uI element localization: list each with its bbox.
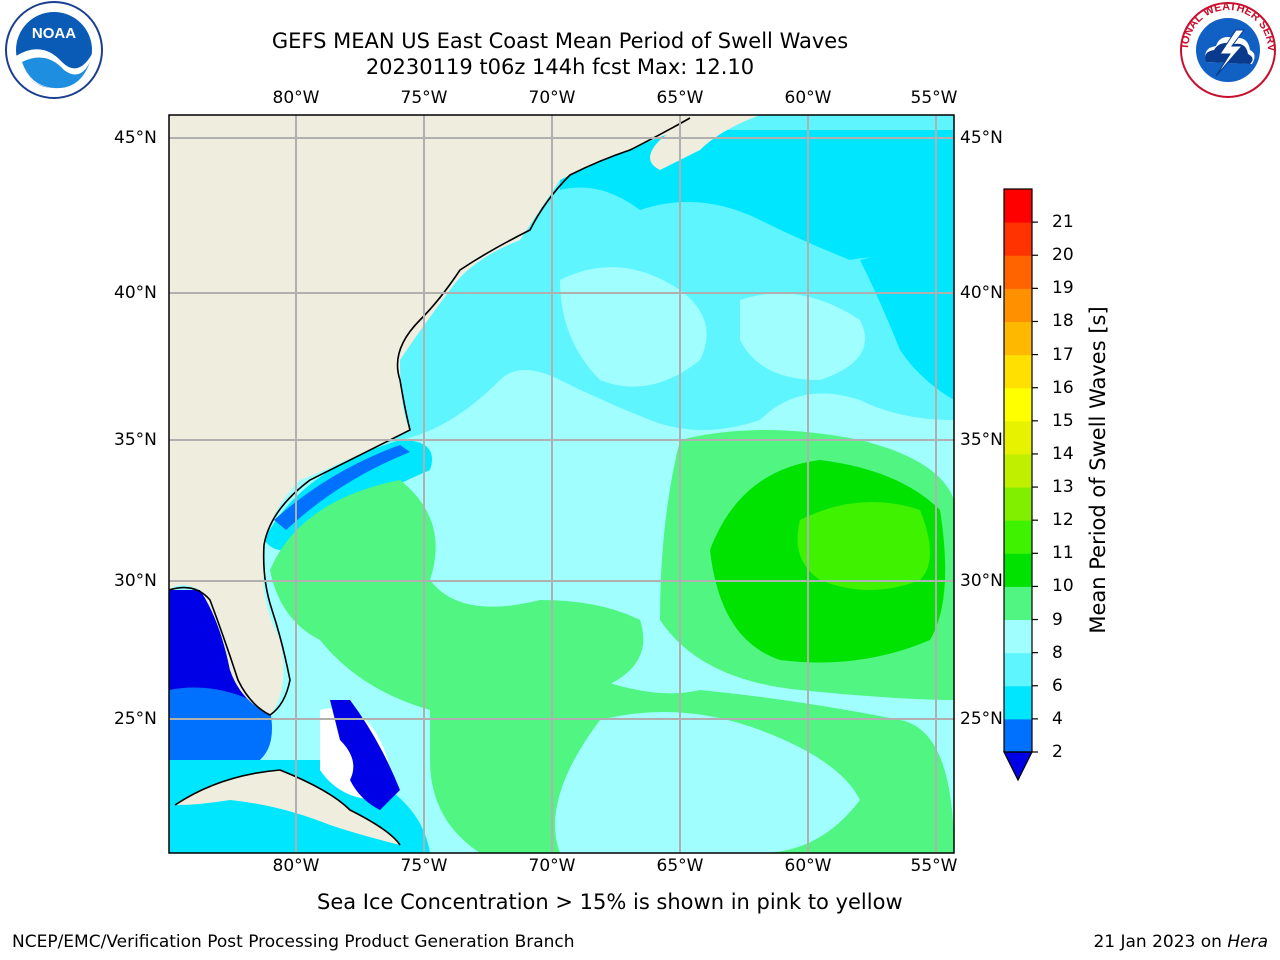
colorbar-segment <box>1004 619 1032 654</box>
land-canada <box>650 115 760 170</box>
colorbar-tick-label: 11 <box>1052 543 1074 564</box>
colorbar-tick-label: 2 <box>1052 742 1063 762</box>
colorbar-tick-label: 19 <box>1052 278 1074 299</box>
colorbar-tick-label: 4 <box>1052 708 1063 729</box>
colorbar-segment <box>1004 288 1032 322</box>
national-weather-service-logo: NATIONAL WEATHER SERVICE <box>1176 0 1277 98</box>
period-8-9-patch2 <box>740 293 865 380</box>
colorbar-segment <box>1004 189 1032 223</box>
colorbar-segment <box>1004 652 1032 687</box>
lon-tick-top-80w: 80°W <box>272 88 320 108</box>
colorbar-segment <box>1004 520 1032 554</box>
lat-tick-left-45n: 45°N <box>114 128 157 148</box>
lat-tick-right-30n: 30°N <box>960 571 1003 591</box>
map-frame <box>168 114 955 854</box>
land-us <box>169 115 690 715</box>
colorbar-tick-label: 20 <box>1052 245 1074 266</box>
lon-tick-top-60w: 60°W <box>784 88 832 108</box>
colorbar-extend-below <box>1003 751 1033 782</box>
colorbar-title: Mean Period of Swell Waves [s] <box>1086 306 1110 634</box>
footer-branch: NCEP/EMC/Verification Post Processing Pr… <box>12 932 575 952</box>
lon-tick-top-75w: 75°W <box>400 88 448 108</box>
colorbar-tick-label: 10 <box>1052 576 1074 597</box>
gulf-blue <box>169 687 272 770</box>
colorbar-segment <box>1004 321 1032 356</box>
lon-tick-bottom-70w: 70°W <box>528 856 576 876</box>
colorbar-segments <box>1004 189 1032 753</box>
colorbar-tick-label: 15 <box>1052 410 1074 431</box>
bahamas-blue <box>330 700 400 810</box>
us-coastline <box>169 117 691 716</box>
colorbar-ticks <box>1032 221 1038 753</box>
colorbar-segment <box>1004 453 1032 488</box>
noaa-logo: NOAA <box>5 1 103 99</box>
colorbar-segment <box>1004 420 1032 455</box>
colorbar-tick-label: 6 <box>1052 675 1063 696</box>
colorbar-segment <box>1004 487 1032 521</box>
colorbar-segment <box>1004 586 1032 621</box>
colorbar-tick-label: 14 <box>1052 443 1074 464</box>
footer-date: 21 Jan 2023 on Hera <box>1093 932 1268 952</box>
colorbar-segment <box>1004 222 1032 256</box>
lat-tick-right-25n: 25°N <box>960 709 1003 729</box>
coastal-blue-edge <box>274 445 410 530</box>
colorbar-tick-label: 17 <box>1052 344 1074 365</box>
colorbar-segment <box>1004 718 1032 753</box>
lat-tick-left-30n: 30°N <box>114 571 157 591</box>
cuba-coastline <box>174 769 401 846</box>
lon-tick-bottom-65w: 65°W <box>656 856 704 876</box>
colorbar-frame <box>1003 188 1033 753</box>
lon-tick-bottom-55w: 55°W <box>910 856 958 876</box>
colorbar-tick-label: 9 <box>1052 609 1063 630</box>
footer-date-text: 21 Jan 2023 on <box>1093 932 1228 952</box>
lon-tick-top-65w: 65°W <box>656 88 704 108</box>
period-8-9-patch1 <box>560 267 707 387</box>
colorbar-tick-label: 18 <box>1052 311 1074 332</box>
period-8-9-southband <box>555 712 860 853</box>
lat-tick-right-40n: 40°N <box>960 283 1003 303</box>
colorbar-tick-label: 21 <box>1052 212 1074 233</box>
lat-tick-left-25n: 25°N <box>114 709 157 729</box>
sea-ice-note: Sea Ice Concentration > 15% is shown in … <box>317 890 903 914</box>
coastal-cyan-strip <box>420 200 565 430</box>
colorbar-tick-label: 12 <box>1052 510 1074 531</box>
lon-tick-top-70w: 70°W <box>528 88 576 108</box>
lat-tick-right-35n: 35°N <box>960 430 1003 450</box>
colorbar-tick-label: 8 <box>1052 642 1063 663</box>
lat-tick-right-45n: 45°N <box>960 128 1003 148</box>
period-4-6-ne <box>860 255 954 400</box>
colorbar-tick-label: 13 <box>1052 477 1074 498</box>
lon-tick-bottom-60w: 60°W <box>784 856 832 876</box>
map-gridlines <box>169 115 954 853</box>
colorbar-tick-label: 16 <box>1052 377 1074 398</box>
lon-tick-bottom-80w: 80°W <box>272 856 320 876</box>
colorbar-segment <box>1004 255 1032 289</box>
lat-tick-left-40n: 40°N <box>114 283 157 303</box>
plot-title: GEFS MEAN US East Coast Mean Period of S… <box>271 29 849 53</box>
colorbar-segment <box>1004 685 1032 720</box>
plot-subtitle: 20230119 t06z 144h fcst Max: 12.10 <box>365 55 755 79</box>
lat-tick-left-35n: 35°N <box>114 430 157 450</box>
land-cuba <box>175 770 400 845</box>
period-9-10-south <box>270 480 644 714</box>
footer-host: Hera <box>1227 932 1268 952</box>
lon-tick-bottom-75w: 75°W <box>400 856 448 876</box>
colorbar-segment <box>1004 387 1032 422</box>
period-11-12-core <box>797 502 930 590</box>
noaa-logo-text: NOAA <box>32 25 76 42</box>
lon-tick-top-55w: 55°W <box>910 88 958 108</box>
colorbar-segment <box>1004 354 1032 389</box>
colorbar-segment <box>1004 553 1032 587</box>
